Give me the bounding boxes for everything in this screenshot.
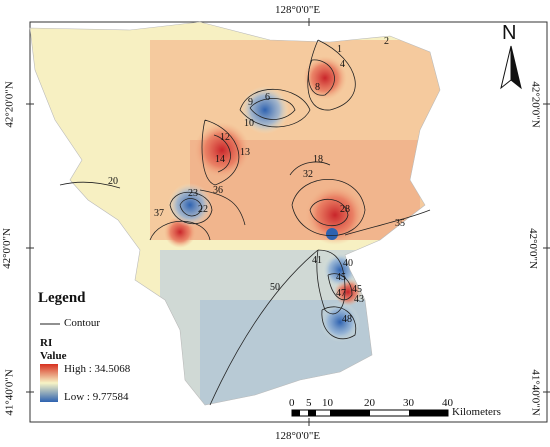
contour-label-36: 36: [213, 185, 223, 196]
scale-tick-30: 30: [403, 397, 414, 409]
scale-tick-40: 40: [442, 397, 453, 409]
legend-high-label: High : 34.5068: [64, 363, 131, 375]
right-latitude-label-3: 41°40'0"N: [529, 369, 542, 416]
legend-title: Legend: [38, 290, 86, 306]
contour-label-28: 28: [340, 204, 350, 215]
contour-label-20: 20: [108, 176, 118, 187]
contour-label-22: 22: [198, 204, 208, 215]
graticule-ticks: [26, 18, 550, 426]
scale-bar: [291, 409, 449, 417]
legend-contour-label: Contour: [64, 317, 101, 329]
contour-label-12: 12: [220, 132, 230, 143]
left-latitude-label-3: 41°40'0"N: [3, 369, 16, 416]
contour-label-45b: 45: [352, 284, 362, 295]
scale-tick-0: 0: [289, 397, 295, 409]
contour-label-40: 40: [343, 258, 353, 269]
legend-value-label: Value: [40, 350, 67, 362]
right-latitude-label-2: 42°0'0"N: [526, 228, 539, 269]
contour-number-labels: 1 2 4 8 6 9 10 12 13 14 18 20 22 32 36 3…: [108, 36, 405, 325]
legend-layer-name: RI: [40, 337, 53, 349]
contour-label-1: 1: [337, 44, 342, 55]
contour-label-48: 48: [342, 314, 352, 325]
contour-label-10: 10: [244, 118, 254, 129]
contour-label-50: 50: [270, 282, 280, 293]
legend-color-ramp: [40, 364, 58, 402]
right-latitude-label-1: 42°20'0"N: [529, 81, 542, 128]
contour-label-4: 4: [340, 59, 345, 70]
contour-label-43: 43: [354, 294, 364, 305]
legend-low-label: Low : 9.77584: [64, 391, 129, 403]
bottom-longitude-label: 128°0'0"E: [275, 430, 321, 442]
contour-label-35: 35: [395, 218, 405, 229]
contour-label-45a: 45: [336, 272, 346, 283]
contour-label-18: 18: [313, 154, 323, 165]
contour-label-8: 8: [315, 82, 320, 93]
north-arrow-icon: [500, 45, 522, 90]
north-label: N: [502, 22, 517, 44]
contour-label-23: 23: [188, 188, 198, 199]
contour-label-41: 41: [312, 255, 322, 266]
scale-tick-20: 20: [364, 397, 375, 409]
left-latitude-label-1: 42°20'0"N: [3, 81, 16, 128]
contour-label-14: 14: [215, 154, 225, 165]
top-longitude-label: 128°0'0"E: [275, 4, 321, 16]
contour-label-6: 6: [265, 92, 270, 103]
contour-label-37: 37: [154, 208, 164, 219]
contour-label-47: 47: [336, 288, 346, 299]
scale-unit-label: Kilometers: [452, 406, 501, 418]
contour-lines: [59, 39, 431, 406]
contour-label-2: 2: [384, 36, 389, 47]
scale-tick-5: 5: [306, 397, 312, 409]
left-latitude-label-2: 42°0'0"N: [0, 228, 13, 269]
legend: Legend Contour RI Value High : 34.5068 L…: [38, 290, 168, 403]
contour-label-32: 32: [303, 169, 313, 180]
scale-tick-10: 10: [322, 397, 333, 409]
contour-label-9: 9: [248, 97, 253, 108]
contour-label-13: 13: [240, 147, 250, 158]
